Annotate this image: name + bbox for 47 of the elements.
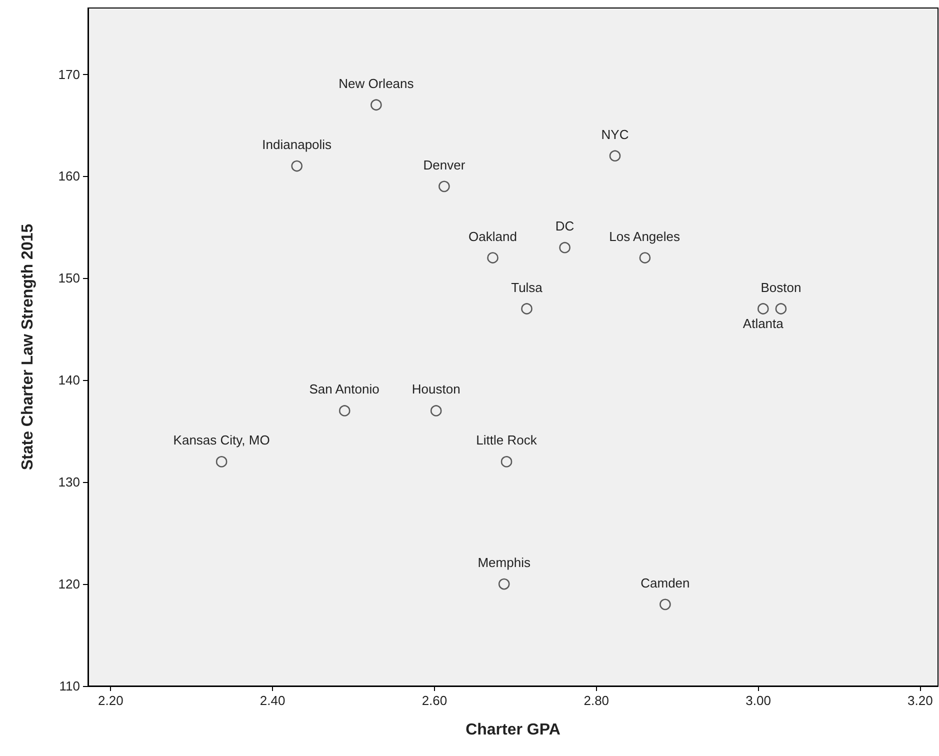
- annotation: Atlanta: [742, 316, 784, 331]
- point: [559, 242, 570, 254]
- annotation: Boston: [760, 280, 802, 295]
- point: [660, 598, 671, 610]
- x-tick-label: 2.20: [98, 693, 124, 708]
- point: [775, 303, 787, 314]
- annotation: Los Angeles: [609, 228, 681, 244]
- y-tick-label: 160: [58, 168, 80, 184]
- y-axis-title: State Charter Law Strength 2015: [20, 224, 36, 470]
- point: [487, 252, 498, 264]
- annotation: Camden: [640, 575, 690, 590]
- y-tick-label: 170: [58, 66, 80, 82]
- point: [291, 160, 303, 172]
- x-tick-label: 3.00: [746, 693, 771, 708]
- annotation: Oakland: [468, 228, 517, 244]
- y-tick-label: 150: [58, 270, 80, 286]
- point: [609, 150, 621, 162]
- y-tick-label: 140: [58, 372, 80, 388]
- x-tick-label: 2.80: [584, 693, 610, 708]
- point: [500, 456, 512, 468]
- point: [430, 405, 442, 416]
- point: [438, 180, 450, 192]
- annotation: Indianapolis: [262, 137, 332, 152]
- x-axis-title: Charter GPA: [466, 722, 561, 738]
- x-tick-label: 2.60: [422, 693, 448, 708]
- annotation: New Orleans: [338, 76, 414, 91]
- x-tick-label: 3.20: [908, 693, 933, 708]
- y-tick-label: 130: [58, 474, 80, 490]
- annotation: DC: [555, 218, 574, 234]
- annotation: Tulsa: [511, 280, 544, 295]
- point: [521, 303, 532, 314]
- annotation: Kansas City, MO: [173, 432, 270, 448]
- point: [639, 252, 651, 264]
- point: [498, 578, 510, 590]
- point: [338, 405, 350, 416]
- point: [370, 99, 382, 111]
- annotation: San Antonio: [309, 382, 380, 397]
- x-tick-label: 2.40: [260, 693, 286, 708]
- annotation: NYC: [601, 126, 629, 142]
- y-tick-label: 120: [58, 576, 80, 592]
- annotation: Memphis: [478, 555, 531, 570]
- y-tick-label: 110: [59, 678, 80, 694]
- point: [216, 456, 228, 468]
- annotation: Denver: [423, 157, 466, 172]
- annotation: Houston: [412, 382, 460, 397]
- annotation: Little Rock: [476, 432, 538, 448]
- point: [758, 303, 769, 314]
